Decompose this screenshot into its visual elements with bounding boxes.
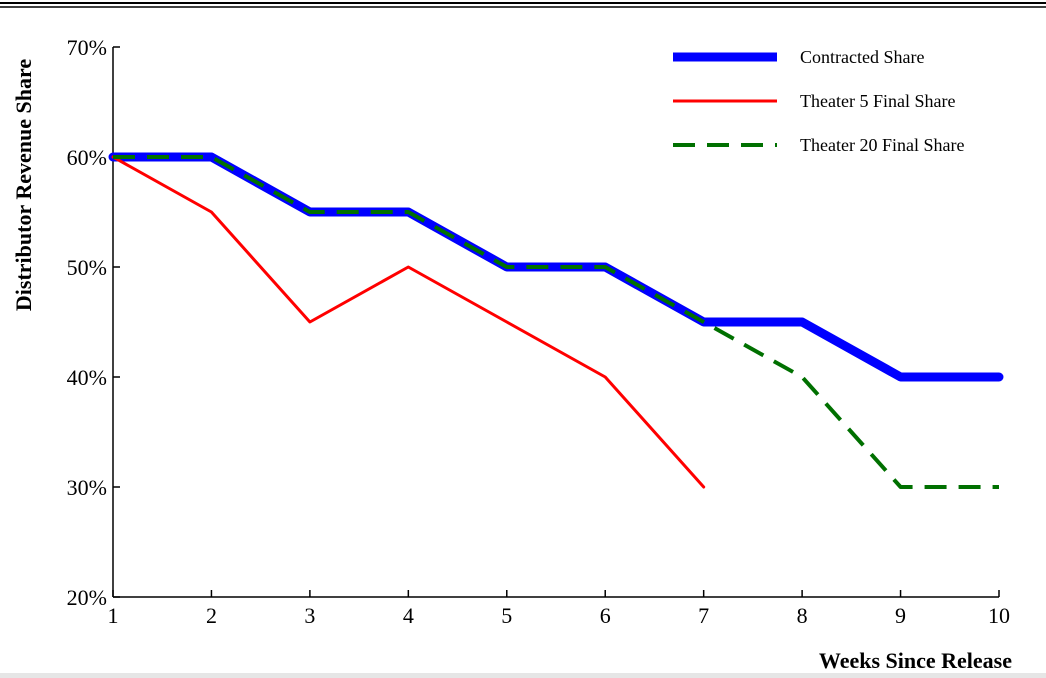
legend-label-1: Contracted Share [800,47,924,67]
x-tick-label: 6 [600,603,611,628]
x-tick-label: 4 [403,603,414,628]
y-tick-label: 20% [67,585,107,610]
y-tick-label: 30% [67,475,107,500]
y-tick-label: 50% [67,255,107,280]
y-axis-title: Distributor Revenue Share [11,59,36,311]
bottom-strip [0,673,1046,678]
legend-label-3: Theater 20 Final Share [800,135,964,155]
series-group [108,152,1004,489]
legend-label-2: Theater 5 Final Share [800,91,955,111]
series-line-1 [108,152,1004,382]
x-tick-label: 3 [304,603,315,628]
x-tick-label: 10 [988,603,1010,628]
series-line-2 [111,155,706,489]
x-tick-label: 5 [501,603,512,628]
y-tick-label: 40% [67,365,107,390]
y-tick-label: 70% [67,35,107,60]
axes: 20% 30% 40% 50% 60% 70% 1 2 3 4 5 6 7 8 9 10 [67,35,1010,628]
x-axis-title: Weeks Since Release [819,648,1012,673]
x-tick-label: 9 [895,603,906,628]
series-line-3 [113,155,999,489]
x-tick-label: 7 [698,603,709,628]
legend: Contracted Share Theater 5 Final Share The… [673,47,964,155]
y-tick-label: 60% [67,145,107,170]
x-tick-label: 1 [108,603,119,628]
x-tick-label: 2 [206,603,217,628]
x-tick-label: 8 [797,603,808,628]
